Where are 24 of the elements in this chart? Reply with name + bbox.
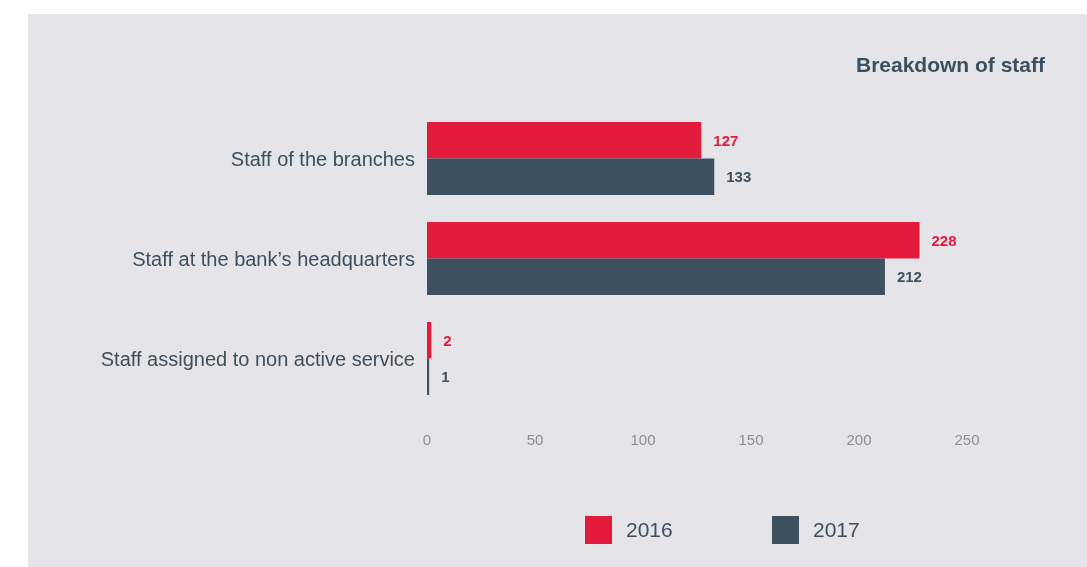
x-tick-label: 250 <box>954 431 980 448</box>
y-tick-label: Staff assigned to non active service <box>100 347 415 370</box>
data-label: 212 <box>896 268 922 285</box>
bar <box>427 258 885 295</box>
legend-label: 2016 <box>626 518 673 542</box>
chart-title: Breakdown of staff <box>855 53 1046 76</box>
bar <box>427 358 430 395</box>
bar <box>427 158 715 195</box>
data-label: 228 <box>931 231 957 249</box>
legend-label: 2017 <box>813 518 860 542</box>
data-label: 2 <box>443 331 452 349</box>
data-label: 133 <box>726 168 752 185</box>
data-label: 1 <box>441 368 450 385</box>
y-tick-label: Staff at the bank’s headquarters <box>132 247 415 270</box>
x-tick-label: 0 <box>422 431 432 448</box>
bar <box>427 222 920 259</box>
bar <box>427 122 702 159</box>
x-tick-label: 200 <box>846 431 872 448</box>
y-tick-label: Staff of the branches <box>230 147 415 170</box>
x-tick-label: 50 <box>526 431 544 448</box>
x-tick-label: 150 <box>738 431 764 448</box>
x-tick-label: 100 <box>630 431 656 448</box>
data-label: 127 <box>713 131 739 149</box>
bar <box>427 322 432 359</box>
